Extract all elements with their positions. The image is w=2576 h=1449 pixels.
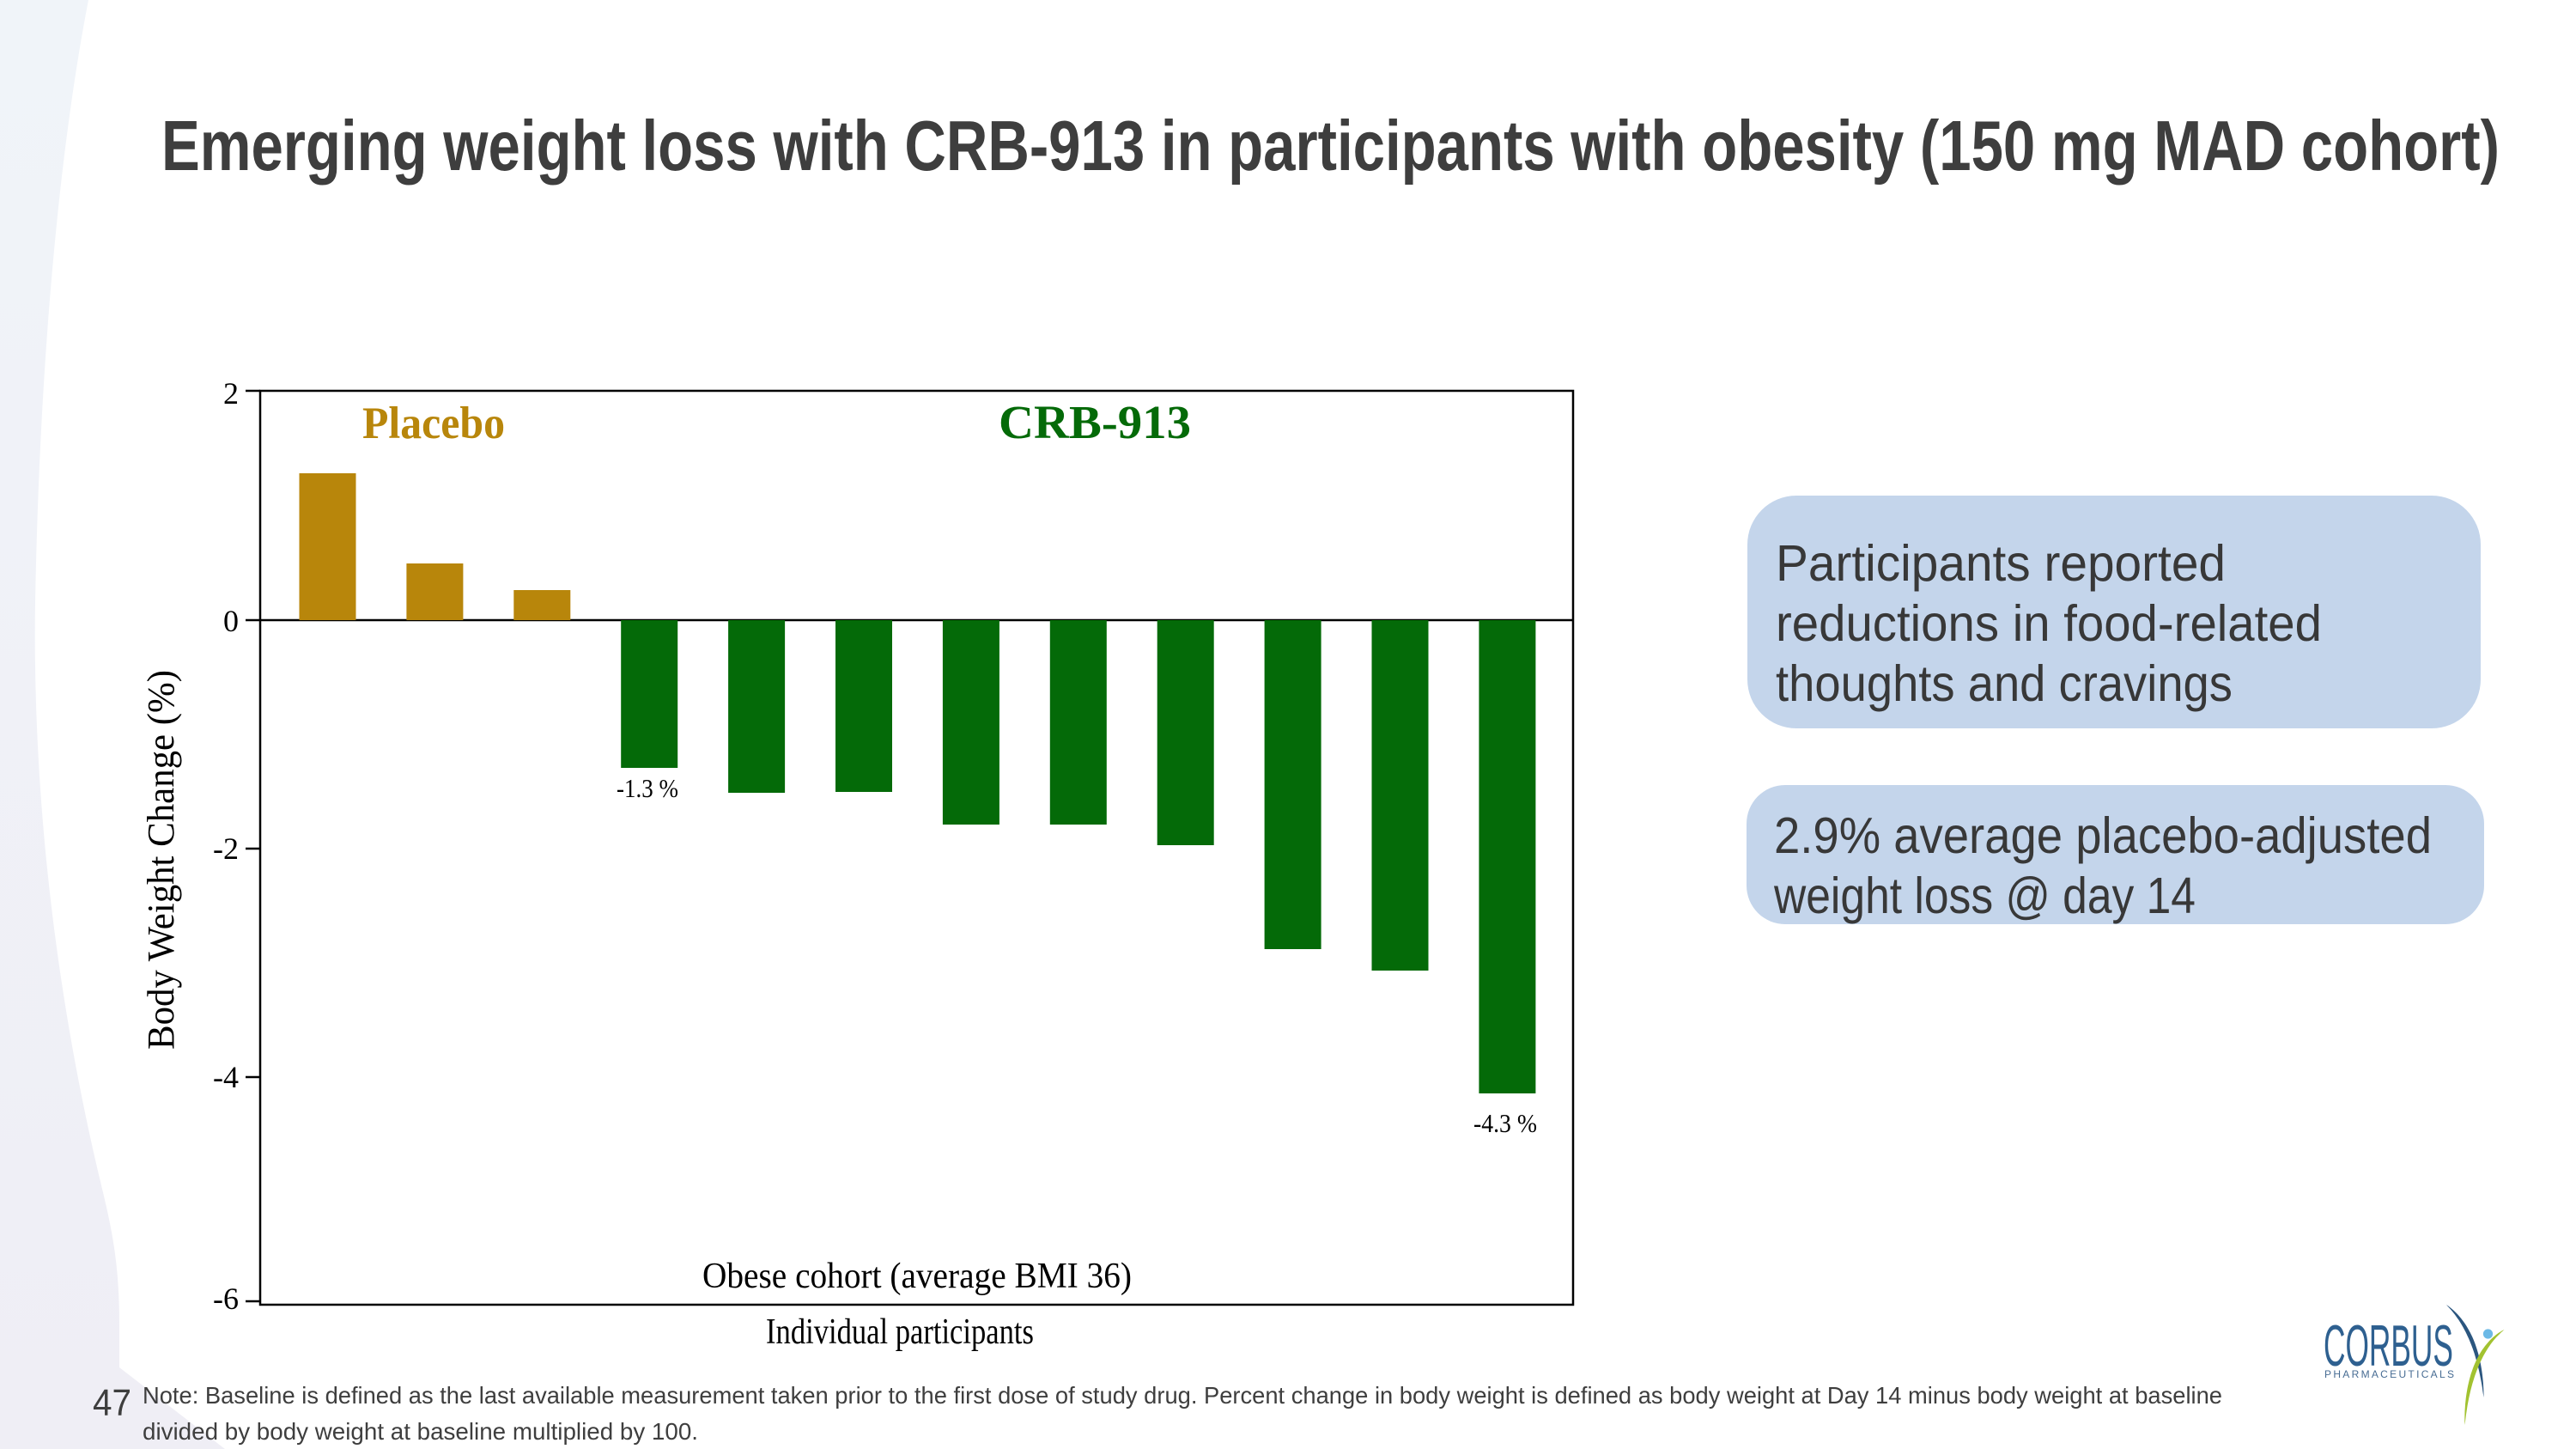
svg-text:thoughts and cravings: thoughts and cravings (1776, 655, 2233, 712)
svg-text:-1.3 %: -1.3 % (617, 774, 678, 803)
svg-text:-4.3 %: -4.3 % (1473, 1110, 1537, 1139)
svg-text:Emerging weight loss with CRB-: Emerging weight loss with CRB-913 in par… (161, 106, 2500, 186)
svg-text:Placebo: Placebo (362, 399, 505, 448)
svg-text:2.9% average placebo-adjusted: 2.9% average placebo-adjusted (1774, 807, 2432, 864)
svg-text:0: 0 (223, 604, 239, 638)
svg-text:Obese cohort (average BMI 36): Obese cohort (average BMI 36) (702, 1257, 1132, 1296)
svg-text:reductions in food-related: reductions in food-related (1776, 595, 2322, 652)
svg-text:47: 47 (93, 1382, 131, 1424)
svg-text:CRB-913: CRB-913 (999, 396, 1191, 448)
svg-text:PHARMACEUTICALS: PHARMACEUTICALS (2324, 1368, 2454, 1380)
svg-text:Body Weight Change (%): Body Weight Change (%) (140, 670, 182, 1050)
svg-text:2: 2 (223, 376, 239, 411)
svg-text:Individual participants: Individual participants (766, 1312, 1034, 1352)
svg-text:Participants reported: Participants reported (1776, 535, 2226, 592)
svg-text:-6: -6 (213, 1282, 239, 1316)
svg-text:weight loss @ day 14: weight loss @ day 14 (1773, 868, 2196, 924)
svg-text:divided by body weight at base: divided by body weight at baseline multi… (143, 1418, 698, 1445)
svg-text:Note: Baseline is defined as t: Note: Baseline is defined as the last av… (143, 1382, 2222, 1409)
svg-text:CORBUS: CORBUS (2324, 1314, 2453, 1379)
svg-text:-4: -4 (213, 1060, 239, 1094)
svg-text:-2: -2 (213, 831, 239, 866)
